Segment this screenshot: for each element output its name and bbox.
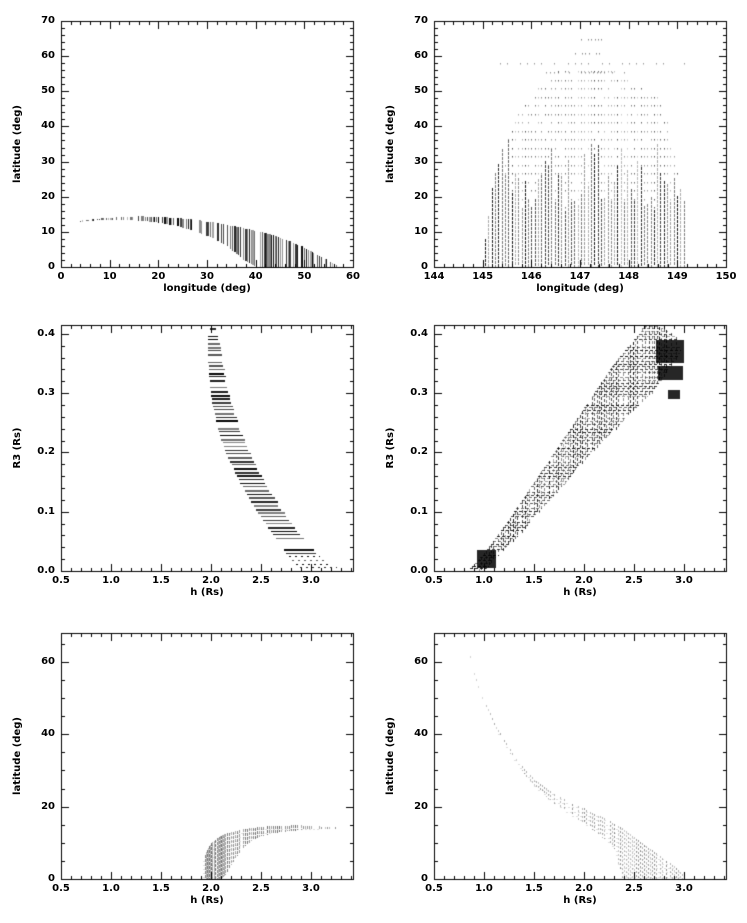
y-tick-label: 0.1 (410, 505, 428, 517)
y-tick-label: 0.3 (410, 387, 428, 399)
y-tick-label: 10 (414, 225, 428, 237)
x-tick-label: 2.0 (202, 883, 220, 894)
x-tick-label: 150 (715, 271, 737, 282)
y-tick-label: 0.0 (37, 565, 55, 576)
y-tick-label: 50 (414, 85, 428, 97)
x-tick-label: 30 (200, 271, 214, 282)
y-tick-label: 0 (421, 261, 428, 272)
x-tick-label: 145 (472, 271, 494, 282)
x-axis-title: h (Rs) (190, 895, 224, 906)
x-tick-label: 147 (569, 271, 591, 282)
plot-lat-vs-h-right: h (Rs) latitude (deg) 0.5 1.0 1.5 2.0 2.5 3.0… (373, 613, 747, 923)
x-tick-label: 60 (346, 271, 360, 282)
x-tick-label: 0 (57, 271, 65, 282)
y-tick-label: 40 (414, 728, 428, 740)
y-tick-label: 20 (41, 190, 55, 202)
x-tick-label: 149 (666, 271, 688, 282)
y-tick-label: 10 (41, 225, 55, 237)
x-tick-label: 3.0 (675, 883, 693, 894)
plot-canvas-r3-vs-h-left (0, 300, 374, 613)
y-tick-label: 60 (414, 655, 428, 667)
y-tick-label: 0.4 (37, 327, 55, 339)
x-tick-label: 20 (151, 271, 166, 282)
y-tick-label: 0.1 (37, 505, 55, 517)
x-tick-label: 146 (520, 271, 542, 282)
x-tick-label: 3.0 (675, 575, 693, 586)
plot-lat-vs-h-left: h (Rs) latitude (deg) 0.5 1.0 1.5 2.0 2.5 3.0… (0, 613, 374, 923)
x-tick-label: 1.5 (525, 575, 543, 586)
y-tick-label: 30 (41, 155, 55, 167)
plot-lat-vs-lon-zoom: longitude (deg) latitude (deg) 144 145 146… (373, 0, 747, 300)
y-tick-label: 60 (41, 655, 55, 667)
x-tick-label: 1.0 (475, 883, 493, 894)
y-tick-label: 0 (48, 261, 55, 272)
x-tick-label: 2.0 (202, 575, 220, 586)
x-tick-label: 1.0 (475, 575, 493, 586)
y-tick-label: 30 (414, 155, 428, 167)
y-tick-label: 70 (41, 15, 55, 26)
x-tick-label: 0.5 (52, 575, 70, 586)
x-tick-label: 2.5 (252, 575, 270, 586)
y-axis-title: latitude (deg) (385, 105, 396, 183)
plot-lat-vs-lon-full: longitude (deg) latitude (deg) 0 10 20 30 40… (0, 0, 374, 300)
y-axis-title: latitude (deg) (12, 105, 23, 183)
y-tick-label: 0.4 (410, 327, 428, 339)
y-tick-label: 0.2 (410, 446, 428, 458)
x-tick-label: 1.0 (102, 883, 120, 894)
y-tick-label: 0.0 (410, 565, 428, 576)
y-tick-label: 60 (414, 50, 428, 62)
x-tick-label: 50 (297, 271, 312, 282)
x-tick-label: 0.5 (425, 883, 443, 894)
y-tick-label: 60 (41, 50, 55, 62)
x-tick-label: 2.5 (625, 575, 643, 586)
x-tick-label: 2.5 (625, 883, 643, 894)
plot-canvas-lat-vs-h-right (373, 613, 747, 923)
y-tick-label: 20 (414, 800, 428, 812)
x-tick-label: 3.0 (302, 575, 320, 586)
x-tick-label: 148 (618, 271, 640, 282)
plot-r3-vs-h-left: h (Rs) R3 (Rs) 0.5 1.0 1.5 2.0 2.5 3.0 0.0 0.1 0… (0, 300, 374, 613)
x-axis-title: longitude (deg) (163, 283, 251, 294)
x-tick-label: 3.0 (302, 883, 320, 894)
x-tick-label: 2.0 (575, 575, 593, 586)
y-tick-label: 0 (421, 873, 428, 884)
plot-canvas-lat-vs-lon-zoom (373, 0, 747, 300)
y-tick-label: 0.2 (37, 446, 55, 458)
y-tick-label: 20 (414, 190, 428, 202)
x-tick-label: 10 (102, 271, 117, 282)
x-axis-title: longitude (deg) (536, 283, 624, 294)
y-tick-label: 40 (41, 120, 55, 132)
x-tick-label: 40 (248, 271, 263, 282)
x-tick-label: 1.5 (152, 575, 170, 586)
y-tick-label: 0.3 (37, 387, 55, 399)
y-tick-label: 50 (41, 85, 55, 97)
x-tick-label: 1.5 (525, 883, 543, 894)
x-axis-title: h (Rs) (563, 587, 597, 598)
x-tick-label: 1.5 (152, 883, 170, 894)
x-tick-label: 144 (423, 271, 445, 282)
y-tick-label: 0 (48, 873, 55, 884)
x-tick-label: 2.5 (252, 883, 270, 894)
y-tick-label: 70 (414, 15, 428, 26)
y-tick-label: 40 (414, 120, 428, 132)
plot-canvas-lat-vs-h-left (0, 613, 374, 923)
plot-r3-vs-h-right: h (Rs) R3 (Rs) 0.5 1.0 1.5 2.0 2.5 3.0 0.0 0.1 0… (373, 300, 747, 613)
plot-canvas-lat-vs-lon-full (0, 0, 374, 300)
x-tick-label: 0.5 (52, 883, 70, 894)
x-tick-label: 2.0 (575, 883, 593, 894)
x-axis-title: h (Rs) (190, 587, 224, 598)
plot-canvas-r3-vs-h-right (373, 300, 747, 613)
x-tick-label: 1.0 (102, 575, 120, 586)
x-tick-label: 0.5 (425, 575, 443, 586)
y-tick-label: 40 (41, 728, 55, 740)
y-tick-label: 20 (41, 800, 55, 812)
x-axis-title: h (Rs) (563, 895, 597, 906)
